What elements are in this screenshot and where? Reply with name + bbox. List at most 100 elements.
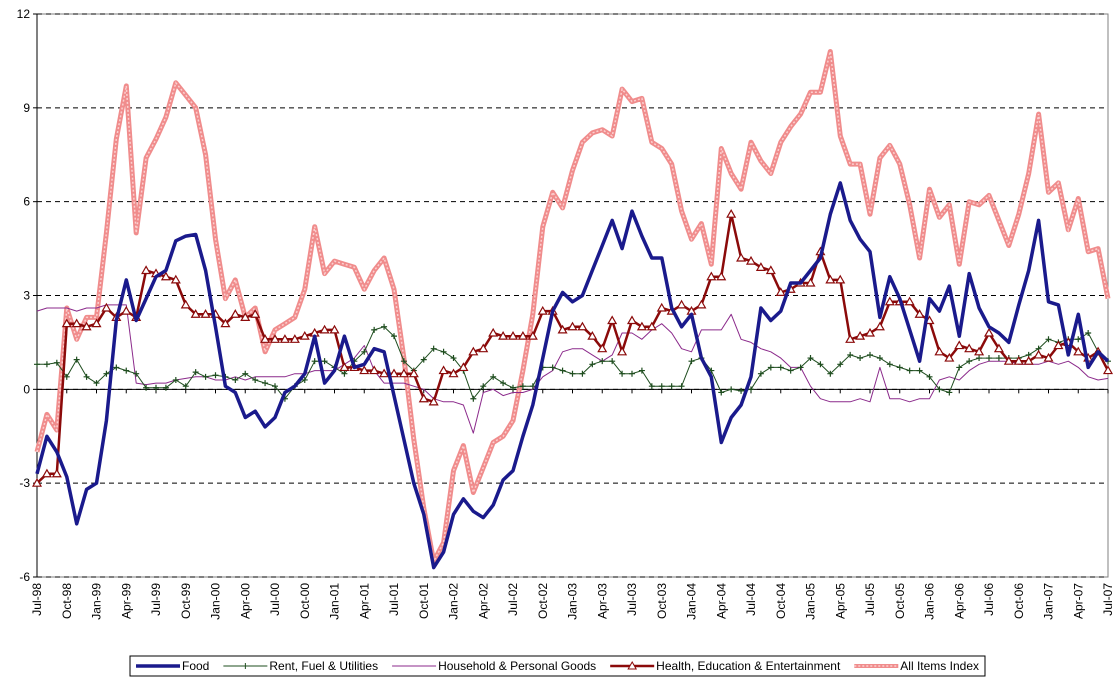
marker	[121, 305, 132, 315]
marker	[629, 370, 635, 377]
marker	[91, 318, 102, 328]
marker	[200, 309, 211, 318]
y-tick-label: 3	[23, 289, 30, 303]
marker	[936, 386, 943, 393]
marker	[391, 333, 397, 340]
marker	[160, 271, 171, 281]
marker	[172, 376, 179, 383]
x-tick-label: Jul-00	[268, 583, 282, 616]
legend-entry: Food	[136, 659, 209, 673]
marker	[728, 386, 735, 393]
marker	[242, 370, 249, 377]
marker	[589, 361, 596, 368]
marker	[63, 373, 70, 380]
marker	[480, 383, 487, 390]
marker	[510, 384, 516, 391]
x-tick-label: Apr-03	[595, 583, 609, 619]
marker	[101, 302, 112, 312]
marker	[31, 477, 43, 487]
marker	[1013, 355, 1024, 365]
marker	[260, 334, 271, 343]
marker	[767, 364, 774, 371]
marker	[876, 355, 883, 362]
marker	[153, 384, 159, 391]
marker	[230, 309, 241, 318]
marker	[41, 468, 52, 478]
marker	[83, 373, 90, 380]
marker	[986, 355, 992, 362]
marker	[845, 334, 856, 343]
series-line	[35, 181, 1110, 570]
marker	[966, 358, 973, 365]
legend-marker	[242, 663, 249, 669]
marker	[301, 376, 308, 383]
marker	[765, 265, 776, 275]
marker	[250, 309, 261, 318]
marker	[232, 376, 239, 383]
marker	[726, 208, 737, 218]
legend-box	[129, 655, 986, 677]
legend-entry: All Items Index	[854, 659, 979, 673]
marker	[559, 367, 566, 374]
marker	[658, 383, 665, 390]
marker	[995, 355, 1002, 362]
marker	[896, 364, 903, 371]
marker	[170, 274, 181, 284]
x-tick-label: Apr-99	[119, 583, 133, 619]
marker	[1053, 340, 1064, 350]
marker	[180, 299, 191, 309]
marker	[529, 383, 536, 390]
marker	[1003, 355, 1014, 365]
marker	[706, 271, 717, 281]
marker	[517, 330, 528, 340]
x-tick-label: Apr-04	[714, 583, 728, 619]
x-tick-label: Jul-98	[30, 583, 44, 616]
marker	[748, 386, 754, 393]
marker	[61, 318, 72, 328]
marker	[498, 330, 509, 340]
x-tick-label: Oct-99	[179, 583, 193, 619]
x-tick-label: Jan-03	[566, 583, 580, 620]
marker	[470, 395, 477, 402]
series-line-hatch	[36, 51, 1109, 564]
marker	[646, 321, 657, 331]
marker	[609, 358, 616, 365]
x-tick-label: Jul-02	[506, 583, 520, 616]
x-tick-label: Oct-04	[774, 583, 788, 619]
marker	[192, 369, 199, 376]
marker	[103, 370, 110, 377]
x-tick-label: Jul-99	[149, 583, 163, 616]
marker	[71, 318, 82, 328]
legend-marker	[627, 660, 638, 670]
marker	[190, 309, 201, 318]
marker	[874, 321, 885, 331]
marker	[537, 305, 548, 315]
x-tick-label: Jan-02	[447, 583, 461, 620]
marker	[488, 327, 499, 337]
marker	[450, 355, 457, 362]
marker	[678, 383, 685, 390]
marker	[1102, 365, 1114, 375]
x-tick-label: Oct-05	[893, 583, 907, 619]
x-tick-label: Oct-98	[60, 583, 74, 619]
x-tick-label: Apr-00	[238, 583, 252, 619]
marker	[438, 365, 449, 375]
legend: Food Rent, Fuel & Utilities Household & Pe…	[129, 655, 986, 677]
x-tick-label: Jan-01	[328, 583, 342, 620]
marker	[478, 343, 489, 353]
marker	[827, 370, 834, 377]
marker	[886, 361, 893, 368]
marker	[638, 367, 645, 374]
marker	[738, 387, 745, 394]
marker	[904, 296, 915, 306]
marker	[311, 358, 318, 365]
marker	[807, 355, 814, 362]
marker	[269, 334, 281, 343]
y-tick-label: -6	[19, 570, 30, 584]
marker	[507, 330, 519, 340]
marker	[468, 346, 479, 356]
marker	[279, 334, 290, 343]
x-tick-label: Jul-03	[625, 583, 639, 616]
marker	[964, 343, 975, 353]
x-tick-label: Jul-05	[863, 583, 877, 616]
